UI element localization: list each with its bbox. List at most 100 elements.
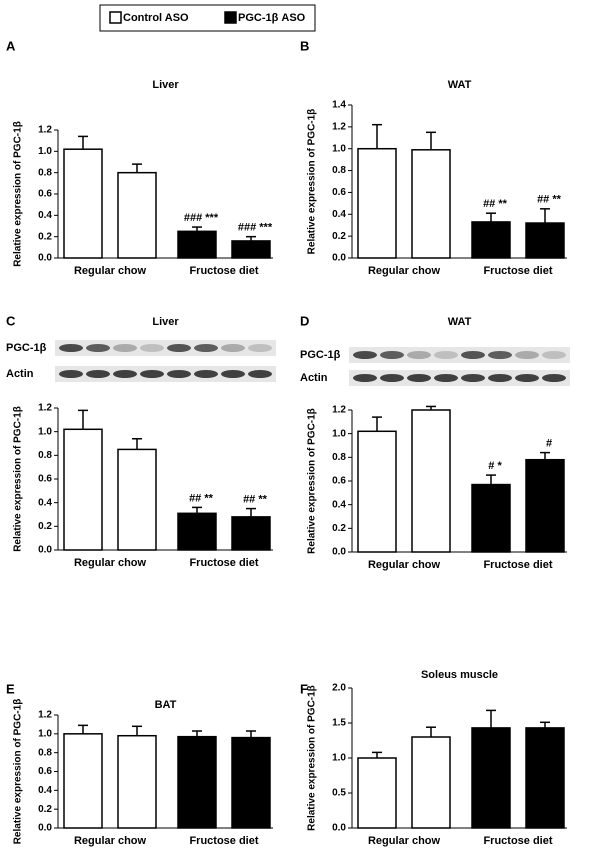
blot-band — [221, 344, 245, 352]
blot-band — [86, 370, 110, 378]
y-tick-label: 1.2 — [38, 125, 52, 136]
chart-title: BAT — [155, 699, 177, 711]
blot-band — [461, 374, 485, 382]
y-tick-label: 2.0 — [332, 683, 346, 694]
blot-band — [434, 374, 458, 382]
blot-band — [59, 344, 83, 352]
y-tick-label: 0.8 — [38, 747, 52, 758]
bar — [177, 512, 217, 551]
bar — [177, 230, 217, 259]
y-tick-label: 0.2 — [38, 231, 52, 242]
significance-label: ### *** — [238, 222, 273, 234]
blot-background — [55, 340, 276, 356]
y-tick-label: 1.0 — [332, 753, 346, 764]
blot-band — [515, 374, 539, 382]
bar — [411, 736, 451, 829]
significance-label: ## ** — [537, 194, 562, 206]
bar — [471, 221, 511, 259]
y-axis-label: Relative expression of PGC-1β — [13, 121, 24, 267]
blot-band — [515, 351, 539, 359]
y-axis-label: Relative expression of PGC-1β — [13, 406, 24, 552]
y-axis-label: Relative expression of PGC-1β — [307, 685, 318, 831]
legend-label: Control ASO — [123, 12, 189, 24]
y-tick-label: 0.4 — [38, 785, 52, 796]
y-tick-label: 0.0 — [38, 545, 52, 556]
y-tick-label: 0.0 — [332, 547, 346, 558]
significance-label: # * — [488, 460, 502, 472]
y-tick-label: 1.4 — [332, 100, 346, 111]
x-tick-label: Regular chow — [74, 835, 147, 847]
bar — [63, 428, 103, 551]
y-tick-label: 0.8 — [332, 165, 346, 176]
blot-label: PGC-1β — [300, 349, 341, 361]
bar — [231, 736, 271, 829]
blot-band — [488, 351, 512, 359]
x-tick-label: Regular chow — [74, 265, 147, 277]
y-tick-label: 0.2 — [38, 804, 52, 815]
y-axis-label: Relative expression of PGC-1β — [307, 109, 318, 255]
bar — [63, 733, 103, 829]
x-tick-label: Regular chow — [368, 559, 441, 571]
y-tick-label: 0.8 — [38, 167, 52, 178]
x-tick-label: Regular chow — [74, 557, 147, 569]
y-tick-label: 1.0 — [332, 428, 346, 439]
blot-background — [55, 366, 276, 382]
blot-band — [221, 370, 245, 378]
blot-band — [248, 370, 272, 378]
blot-band — [407, 351, 431, 359]
x-tick-label: Fructose diet — [483, 559, 552, 571]
blot-band — [461, 351, 485, 359]
y-tick-label: 0.0 — [332, 253, 346, 264]
y-axis-label: Relative expression of PGC-1β — [13, 699, 24, 845]
panel-letter: F — [300, 681, 308, 696]
blot-band — [167, 344, 191, 352]
chart-title: Soleus muscle — [421, 669, 498, 681]
y-tick-label: 1.0 — [38, 728, 52, 739]
blot-label: Actin — [6, 368, 34, 380]
bar — [63, 148, 103, 259]
legend-label: PGC-1β ASO — [238, 12, 306, 24]
panel-letter: D — [300, 313, 309, 328]
y-tick-label: 1.2 — [332, 121, 346, 132]
y-tick-label: 1.0 — [332, 143, 346, 154]
panel-letter: C — [6, 313, 16, 328]
blot-band — [488, 374, 512, 382]
significance-label: ## ** — [483, 198, 508, 210]
panel-letter: E — [6, 681, 15, 696]
y-tick-label: 0.4 — [332, 499, 346, 510]
blot-band — [407, 374, 431, 382]
x-tick-label: Fructose diet — [189, 835, 258, 847]
y-tick-label: 0.6 — [332, 476, 346, 487]
bar — [231, 516, 271, 551]
y-tick-label: 1.2 — [38, 710, 52, 721]
bar — [231, 240, 271, 259]
significance-label: ### *** — [184, 212, 219, 224]
blot-label: Actin — [300, 372, 328, 384]
blot-band — [380, 374, 404, 382]
bar — [117, 171, 157, 259]
bar — [177, 735, 217, 829]
significance-label: ## ** — [189, 492, 214, 504]
significance-label: ## ** — [243, 493, 268, 505]
y-tick-label: 0.6 — [38, 189, 52, 200]
y-tick-label: 0.5 — [332, 788, 346, 799]
y-tick-label: 0.0 — [38, 253, 52, 264]
y-tick-label: 0.4 — [38, 497, 52, 508]
y-tick-label: 0.6 — [332, 187, 346, 198]
x-tick-label: Regular chow — [368, 265, 441, 277]
blot-band — [167, 370, 191, 378]
blot-band — [542, 374, 566, 382]
y-tick-label: 0.0 — [38, 823, 52, 834]
y-tick-label: 0.6 — [38, 474, 52, 485]
bar — [357, 757, 397, 829]
bar — [525, 222, 565, 259]
y-tick-label: 1.0 — [38, 426, 52, 437]
x-tick-label: Fructose diet — [189, 557, 258, 569]
blot-background — [349, 370, 570, 386]
y-tick-label: 0.0 — [332, 823, 346, 834]
chart-title: WAT — [448, 79, 472, 91]
chart-title: Liver — [152, 79, 179, 91]
legend-swatch — [109, 11, 122, 24]
